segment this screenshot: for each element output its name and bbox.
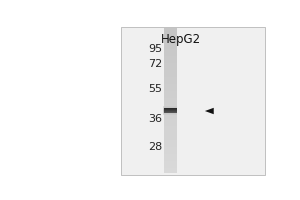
- Text: HepG2: HepG2: [160, 33, 201, 46]
- Text: 95: 95: [148, 44, 162, 54]
- Text: 28: 28: [148, 142, 162, 152]
- Text: 36: 36: [148, 114, 162, 124]
- Text: 72: 72: [148, 59, 162, 69]
- FancyBboxPatch shape: [121, 27, 266, 175]
- Text: 55: 55: [148, 84, 162, 94]
- Polygon shape: [205, 108, 214, 114]
